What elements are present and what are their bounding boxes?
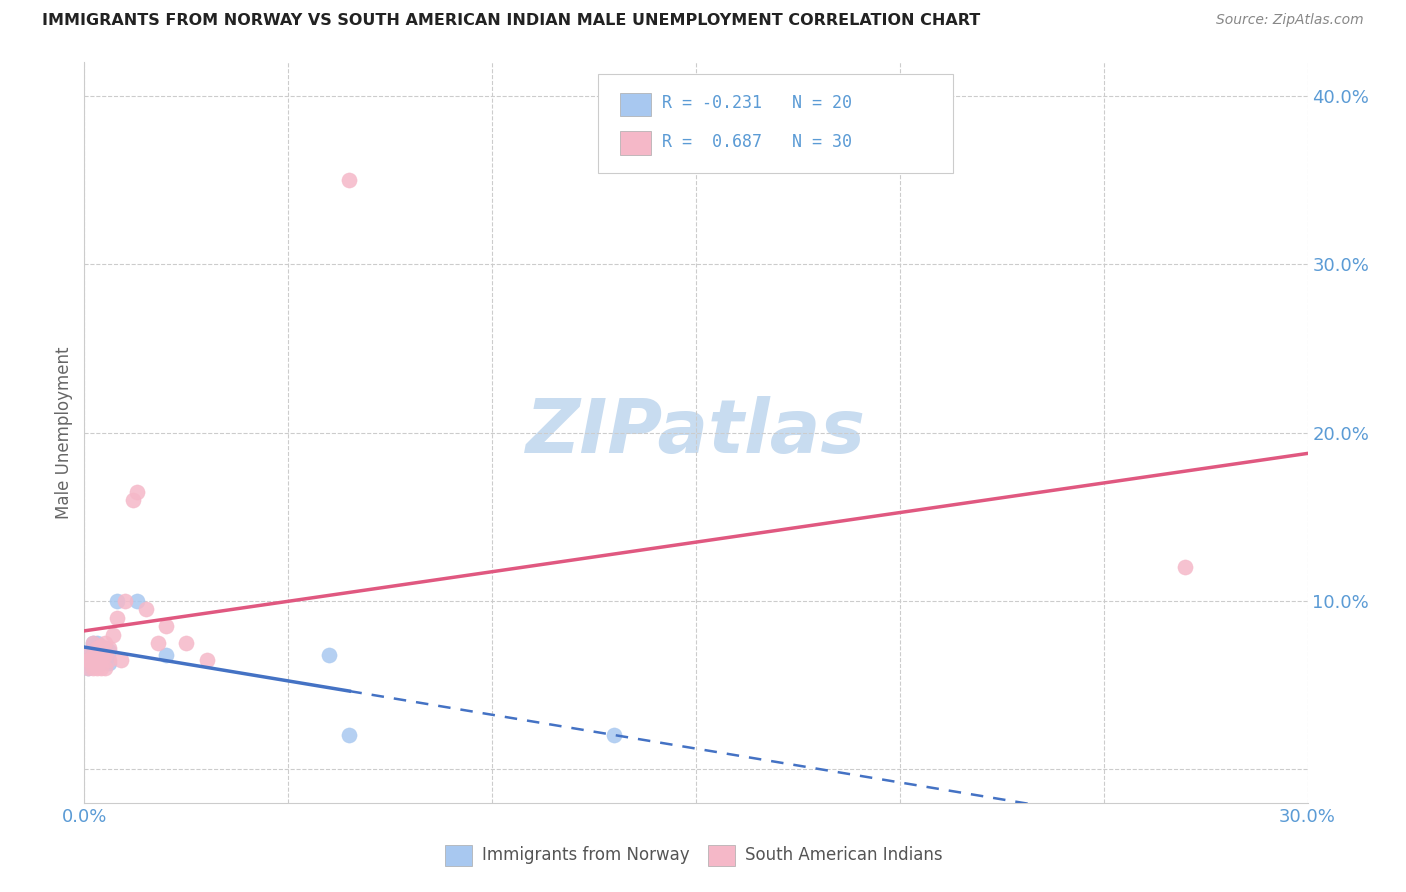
Bar: [620, 131, 651, 155]
Bar: [446, 845, 472, 866]
Point: [195, 653, 218, 667]
Text: ZIPatlas: ZIPatlas: [526, 396, 866, 469]
Point: [105, 610, 128, 624]
Point: [339, 729, 361, 743]
Point: [86, 656, 108, 670]
Point: [93, 661, 115, 675]
Point: [77, 648, 100, 662]
Point: [82, 640, 104, 654]
Point: [90, 648, 112, 662]
Point: [603, 729, 626, 743]
Point: [339, 173, 361, 187]
Point: [82, 636, 104, 650]
Point: [82, 648, 104, 662]
Point: [135, 602, 157, 616]
Point: [93, 636, 115, 650]
Bar: [620, 93, 651, 117]
Point: [86, 636, 108, 650]
Point: [82, 653, 104, 667]
Point: [82, 636, 104, 650]
Point: [77, 661, 100, 675]
Point: [86, 640, 108, 655]
Point: [155, 648, 177, 662]
Text: IMMIGRANTS FROM NORWAY VS SOUTH AMERICAN INDIAN MALE UNEMPLOYMENT CORRELATION CH: IMMIGRANTS FROM NORWAY VS SOUTH AMERICAN…: [42, 13, 980, 29]
Point: [77, 648, 100, 662]
Point: [97, 656, 120, 670]
Point: [86, 648, 108, 662]
Point: [114, 594, 136, 608]
Point: [318, 648, 340, 662]
Y-axis label: Male Unemployment: Male Unemployment: [55, 346, 73, 519]
Point: [97, 640, 120, 655]
Point: [127, 484, 149, 499]
Point: [110, 653, 132, 667]
Point: [105, 594, 128, 608]
Point: [90, 640, 112, 655]
Point: [146, 636, 169, 650]
Point: [90, 648, 112, 662]
Text: R = -0.231   N = 20: R = -0.231 N = 20: [662, 95, 852, 112]
Point: [93, 648, 115, 662]
Point: [97, 653, 120, 667]
Point: [90, 661, 112, 675]
Point: [86, 644, 108, 658]
Text: Source: ZipAtlas.com: Source: ZipAtlas.com: [1216, 13, 1364, 28]
Point: [86, 661, 108, 675]
Point: [93, 653, 115, 667]
Point: [155, 619, 177, 633]
Point: [93, 640, 115, 655]
Point: [86, 648, 108, 662]
FancyBboxPatch shape: [598, 73, 953, 173]
Point: [122, 492, 145, 507]
Point: [174, 636, 197, 650]
Point: [127, 594, 149, 608]
Text: Immigrants from Norway: Immigrants from Norway: [482, 847, 689, 864]
Point: [82, 661, 104, 675]
Bar: [709, 845, 735, 866]
Point: [77, 661, 100, 675]
Text: R =  0.687   N = 30: R = 0.687 N = 30: [662, 134, 852, 152]
Point: [101, 627, 124, 641]
Text: South American Indians: South American Indians: [745, 847, 942, 864]
Point: [77, 653, 100, 667]
Point: [90, 640, 112, 654]
Point: [97, 644, 120, 658]
Point: [1174, 560, 1197, 574]
Point: [90, 656, 112, 670]
Point: [82, 648, 104, 662]
Point: [77, 653, 100, 667]
